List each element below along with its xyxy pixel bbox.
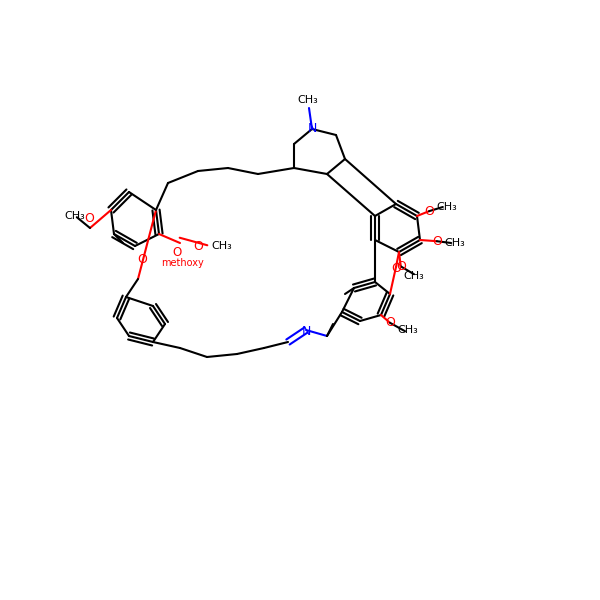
Text: O: O — [172, 245, 182, 259]
Text: CH₃: CH₃ — [65, 211, 85, 221]
Text: methoxy: methoxy — [161, 258, 205, 268]
Text: O: O — [424, 205, 434, 218]
Text: CH₃: CH₃ — [445, 238, 465, 248]
Text: O: O — [391, 262, 401, 275]
Text: O: O — [84, 212, 94, 226]
Text: CH₃: CH₃ — [298, 95, 318, 105]
Text: N: N — [307, 122, 317, 136]
Text: N: N — [301, 325, 311, 338]
Text: O: O — [137, 253, 147, 266]
Text: O: O — [432, 235, 442, 248]
Text: CH₃: CH₃ — [404, 271, 424, 281]
Text: CH₃: CH₃ — [398, 325, 418, 335]
Text: O: O — [396, 260, 406, 273]
Text: CH₃: CH₃ — [212, 241, 232, 251]
Text: CH₃: CH₃ — [437, 202, 457, 212]
Text: O: O — [385, 316, 395, 329]
Text: O: O — [193, 239, 203, 253]
